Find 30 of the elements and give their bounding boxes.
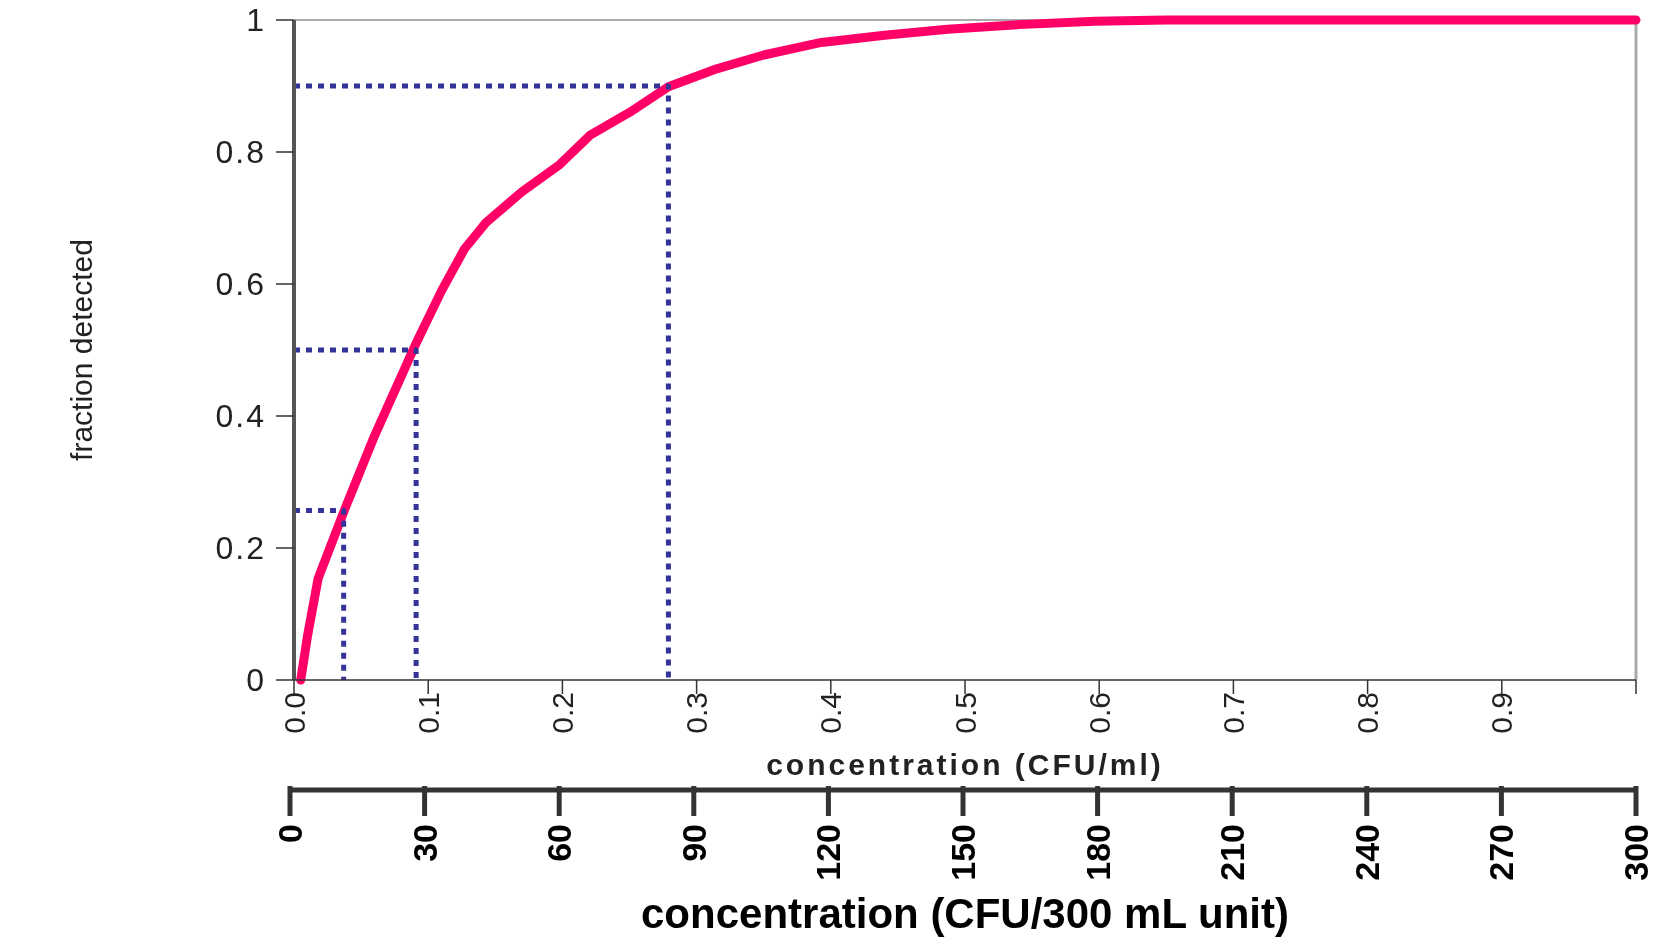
x2-tick-label: 180 [1078, 824, 1117, 881]
x-tick-label: 0.8 [1351, 692, 1385, 734]
y-tick-label: 0.8 [215, 134, 266, 171]
x-axis-title: concentration (CFU/ml) [766, 748, 1164, 781]
x2-tick-label: 150 [943, 824, 982, 881]
x2-tick-label: 60 [540, 824, 579, 862]
x-tick-label: 0.7 [1216, 692, 1250, 734]
x-tick-label: 0.1 [411, 692, 445, 734]
y-axis-title: fraction detected [65, 239, 98, 461]
y-tick-label: 0.2 [215, 530, 266, 567]
x2-tick-label: 210 [1213, 824, 1252, 881]
x2-axis-title: concentration (CFU/300 mL unit) [641, 890, 1289, 937]
x-tick-label: 0.9 [1485, 692, 1519, 734]
x2-tick-label: 300 [1616, 824, 1655, 881]
x-tick-label: 0.2 [545, 692, 579, 734]
x2-tick-label: 90 [674, 824, 713, 862]
y-tick-label: 0 [246, 662, 266, 699]
x2-tick-label: 0 [270, 824, 309, 843]
x2-tick-label: 30 [405, 824, 444, 862]
x-tick-label: 0.4 [814, 692, 848, 734]
x2-tick-label: 240 [1347, 824, 1386, 881]
y-tick-label: 1 [246, 2, 266, 39]
y-tick-label: 0.6 [215, 266, 266, 303]
x2-tick-label: 270 [1482, 824, 1521, 881]
x-tick-label: 0.5 [948, 692, 982, 734]
x-tick-label: 0.6 [1082, 692, 1116, 734]
x2-tick-label: 120 [809, 824, 848, 881]
x-tick-label: 0.0 [277, 692, 311, 734]
y-tick-label: 0.4 [215, 398, 266, 435]
x-tick-label: 0.3 [680, 692, 714, 734]
